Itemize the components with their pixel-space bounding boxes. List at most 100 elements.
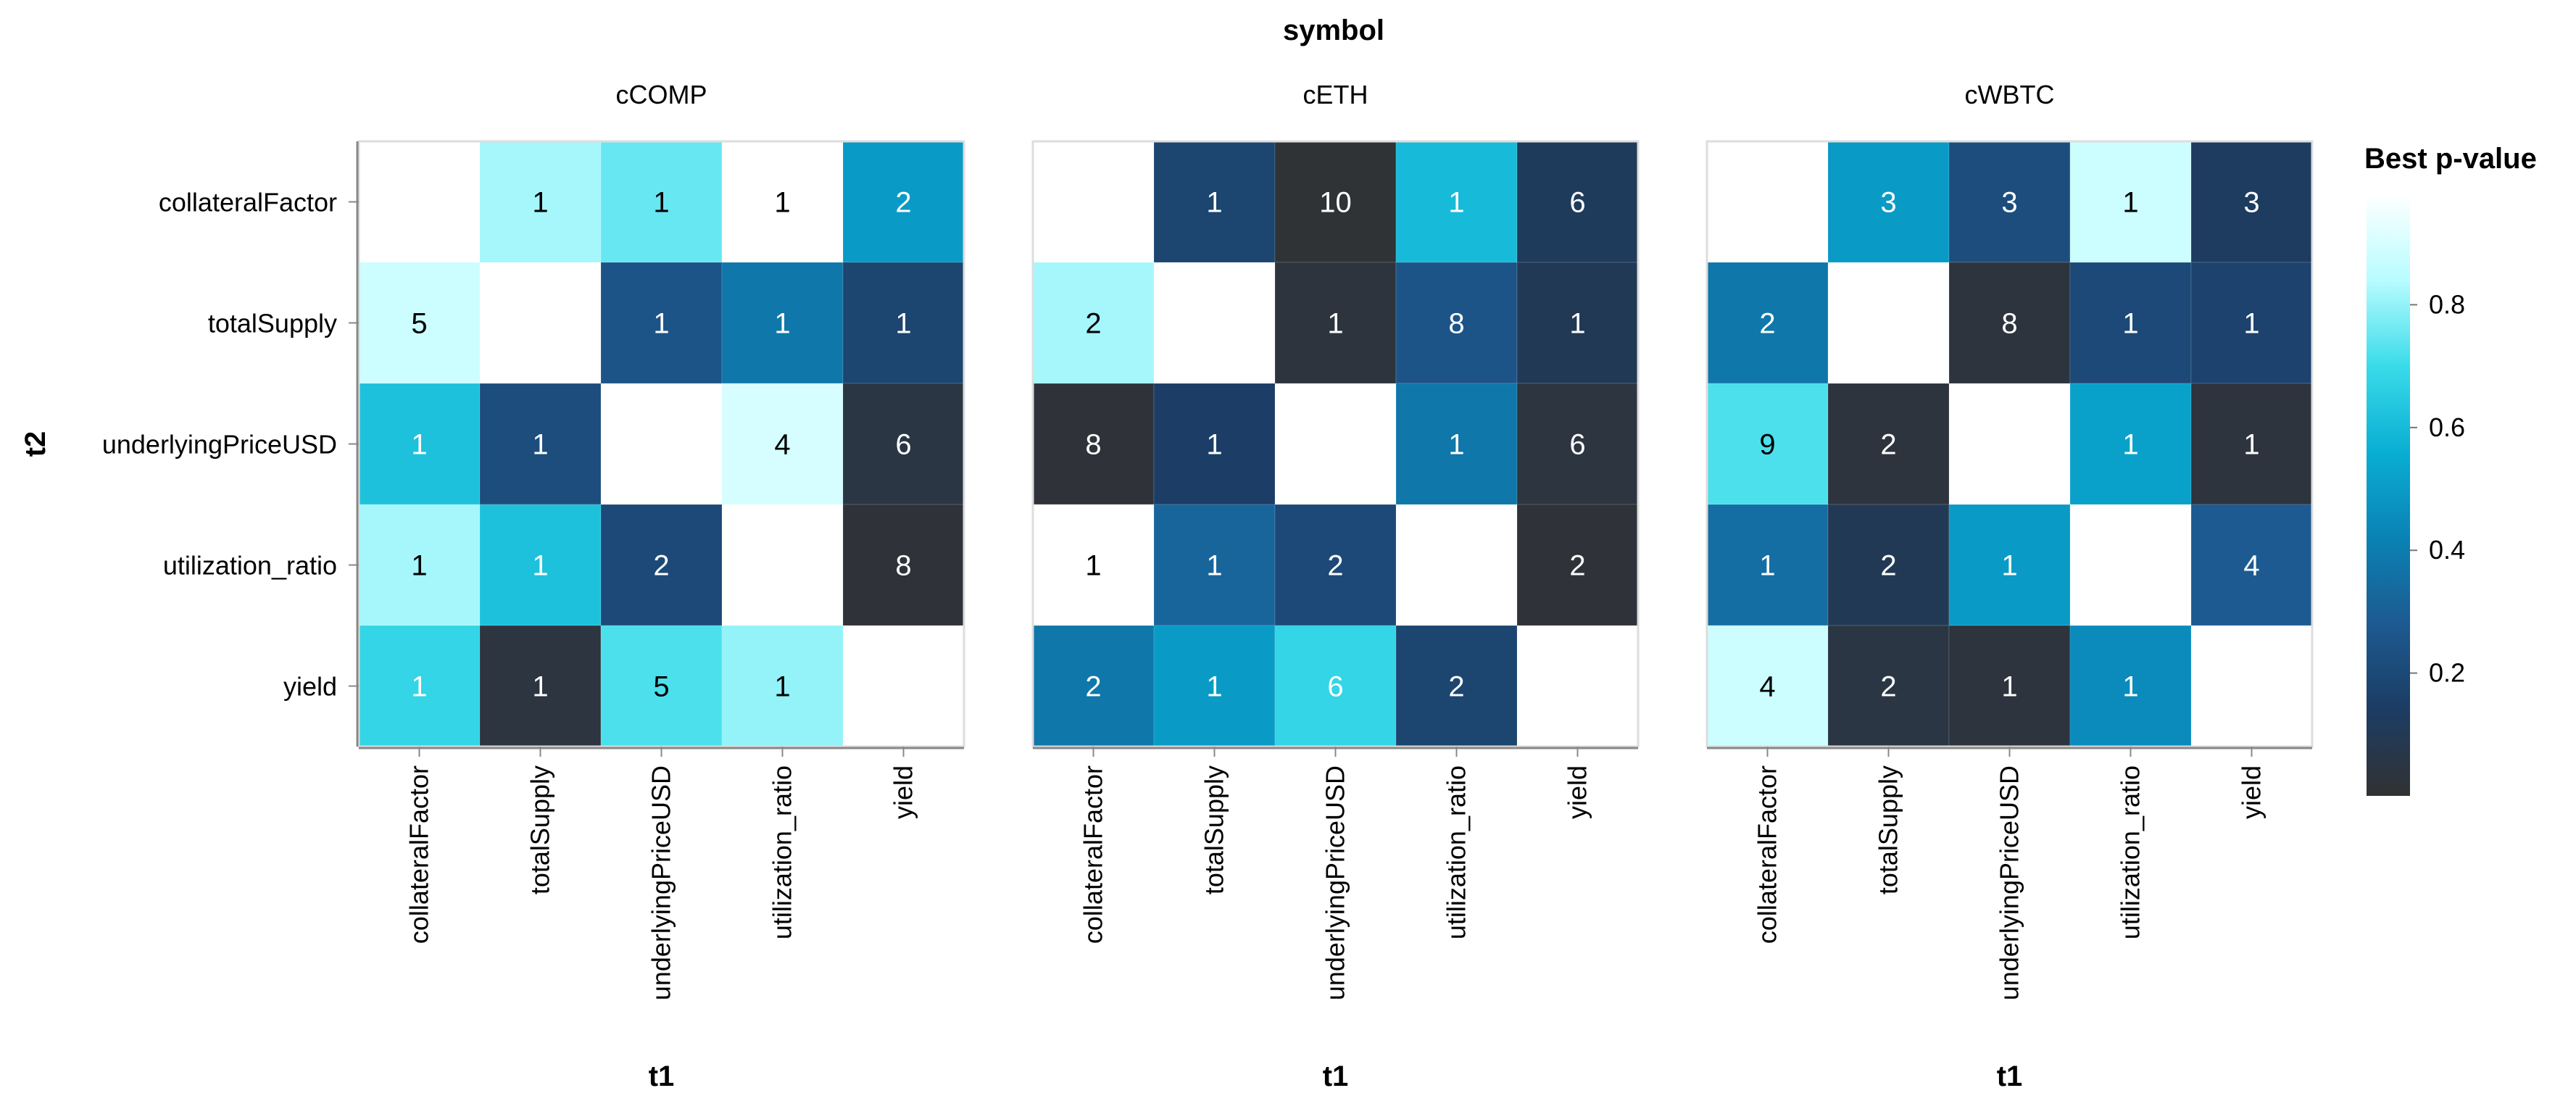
cell-label: 2 [1448,671,1464,703]
heatmap-cell [1516,383,1639,505]
heatmap-cell [1706,504,1829,626]
cell-label: 2 [1327,550,1343,582]
cell-label: 3 [1880,187,1896,219]
cell-label: 4 [2243,550,2259,582]
x-tick-label: underlyingPriceUSD [1995,765,2024,1000]
color-legend: Best p-value 0.2 0.4 0.6 0.8 [2364,143,2537,796]
cell-label: 1 [2122,429,2138,461]
y-tick-label: utilization_ratio [163,551,337,581]
x-axis-title: t1 [649,1060,675,1092]
legend-color-bar [2367,194,2410,796]
cell-label: 1 [2243,429,2259,461]
x-tick-label: collateralFactor [1079,765,1108,944]
heatmap-cell [2070,504,2191,626]
cell-label: 3 [2001,187,2017,219]
heatmap-cell [1706,625,1829,747]
cell-label: 3 [2243,187,2259,219]
heatmap-cell [842,262,965,384]
cell-label: 1 [411,671,427,703]
x-tick-label: utilization_ratio [2116,765,2145,939]
heatmap-cell [600,504,723,626]
cell-label: 4 [1759,671,1775,703]
heatmap-cell [2190,141,2313,263]
heatmap-cell [1395,383,1518,505]
facet-group: cCOMP 1 1 1 2 5 1 1 1 1 1 4 6 1 1 2 8 1 1 5 1 collateralFacto… [20,80,2314,1092]
x-tick-label: totalSupply [1874,765,1903,894]
heatmap-cell [2069,383,2192,505]
cell-label: 8 [1448,308,1464,340]
cell-label: 1 [653,308,669,340]
cell-label: 1 [895,308,911,340]
legend-tick-label: 0.4 [2429,535,2465,565]
x-tick-label: utilization_ratio [768,765,797,939]
cell-label: 1 [2122,187,2138,219]
x-axis-title: t1 [1997,1060,2023,1092]
y-tick-label: yield [283,672,337,702]
x-tick-label: collateralFactor [404,765,434,944]
heatmap-cell [721,262,844,384]
cell-label: 2 [1880,550,1896,582]
heatmap-cell [843,626,964,747]
cell-label: 1 [1206,671,1222,703]
cell-label: 10 [1319,187,1352,219]
cell-label: 1 [1569,308,1585,340]
facet-cWBTC: cWBTC 3 3 1 3 2 8 1 1 9 2 1 1 1 2 1 4 4 2 1 1 collateralFacto… [1705,80,2314,1092]
x-tick-label: totalSupply [525,765,555,894]
x-tick-label: underlyingPriceUSD [1321,765,1350,1000]
heatmap-cell [2190,262,2313,384]
heatmap-cell [1153,504,1276,626]
cell-label: 1 [1448,429,1464,461]
y-tick-label: collateralFactor [159,188,337,217]
chart-title: symbol [1283,14,1384,46]
heatmap-cell [2191,626,2312,747]
x-tick-label: utilization_ratio [1442,765,1471,939]
cell-label: 8 [2001,308,2017,340]
cell-label: 2 [1880,671,1896,703]
cell-label: 1 [532,429,548,461]
heatmap-cell [1395,141,1518,263]
cell-label: 9 [1759,429,1775,461]
x-tick-label: yield [889,765,918,819]
cell-label: 6 [1569,429,1585,461]
y-tick-label: totalSupply [208,309,337,338]
heatmap-cell [1396,504,1517,626]
heatmap-cell [721,625,844,747]
heatmap-cell [2190,504,2313,626]
heatmap-cell [479,383,602,505]
heatmap-cell [358,262,481,384]
cell-label: 2 [1085,671,1101,703]
heatmap-cell [1948,625,2071,747]
heatmap-cell [1274,625,1397,747]
cell-label: 1 [532,671,548,703]
cell-label: 1 [1206,187,1222,219]
cell-label: 1 [411,550,427,582]
cell-label: 1 [1448,187,1464,219]
legend-ticks: 0.2 0.4 0.6 0.8 [2410,289,2465,688]
cell-label: 1 [1085,550,1101,582]
heatmap-cell [1706,383,1829,505]
heatmap-cell [358,504,481,626]
cell-label: 6 [1327,671,1343,703]
heatmap-cell [1395,262,1518,384]
heatmap-cell [1032,504,1155,626]
x-tick-label: totalSupply [1200,765,1229,894]
heatmap-cell [1154,262,1275,383]
cell-label: 1 [1759,550,1775,582]
heatmap-cell [842,504,965,626]
x-tick-label: yield [1563,765,1592,819]
cell-label: 1 [653,187,669,219]
cell-label: 6 [895,429,911,461]
heatmap-cell [1707,141,1828,262]
facet-title: cETH [1303,80,1368,109]
x-axis-title: t1 [1323,1060,1349,1092]
legend-tick-label: 0.8 [2429,289,2465,319]
heatmap-cell [601,383,722,504]
heatmap-cell [480,262,601,383]
cell-label: 1 [774,187,790,219]
cell-label: 1 [411,429,427,461]
heatmap-cell [2069,141,2192,263]
cell-label: 1 [2001,550,2017,582]
